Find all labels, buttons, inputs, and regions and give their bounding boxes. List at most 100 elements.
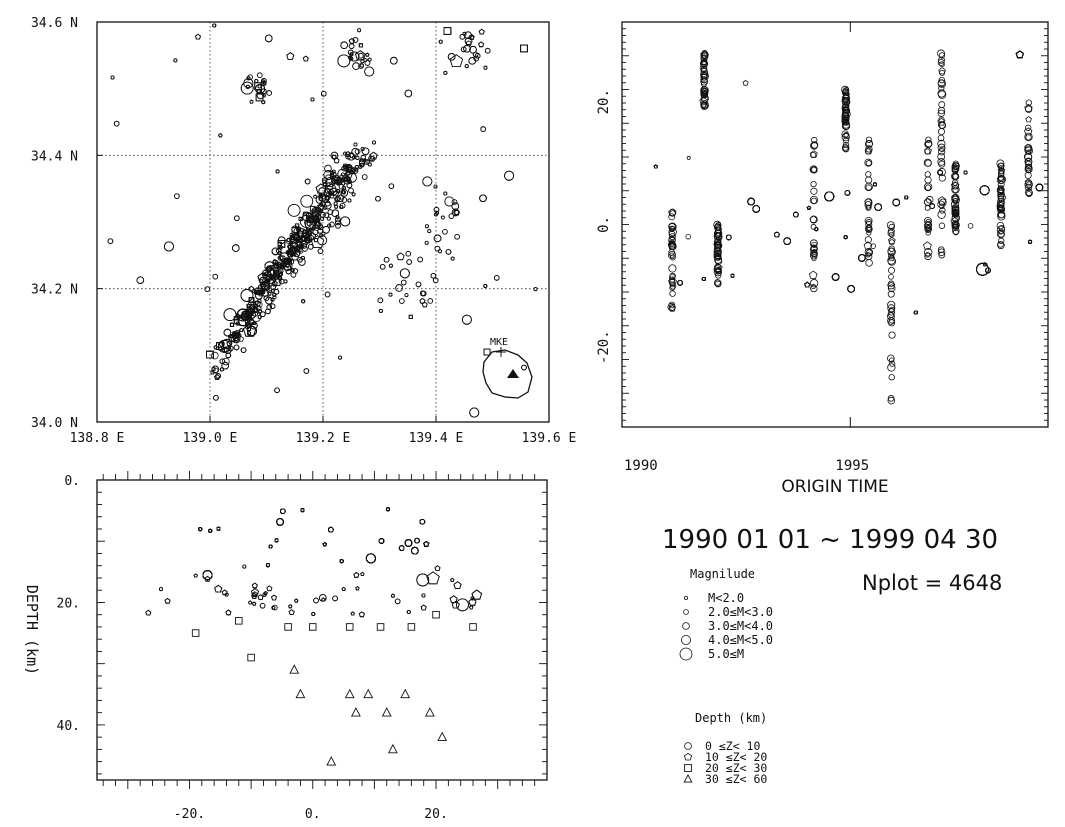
- epicenter-mark: [271, 247, 280, 256]
- epicenter-mark: [234, 215, 240, 222]
- space-time-mark: [668, 225, 676, 233]
- epicenter-mark: [438, 39, 443, 44]
- space-time-mark: [887, 247, 895, 256]
- epicenter-mark: [213, 395, 219, 401]
- epicenter-mark: [378, 308, 383, 313]
- epicenter-mark: [245, 84, 250, 89]
- epicenter-mark: [248, 297, 255, 303]
- space-time-mark: [982, 262, 988, 267]
- space-time-mark: [714, 279, 722, 287]
- space-time-ylabel: -20.: [596, 330, 612, 364]
- space-time-mark: [1028, 239, 1033, 244]
- space-time-mark: [685, 233, 692, 240]
- epicenter-mark: [289, 234, 296, 240]
- epicenter-mark: [448, 213, 455, 219]
- epicenter-mark: [341, 165, 347, 172]
- epicenter-mark: [399, 298, 405, 304]
- epicenter-mark: [520, 44, 528, 53]
- epicenter-mark: [365, 52, 370, 57]
- space-time-mark: [808, 270, 818, 279]
- space-time-mark: [924, 225, 933, 233]
- space-time-mark: [938, 76, 946, 84]
- space-time-mark: [1025, 116, 1032, 123]
- epicenter-mark: [283, 279, 288, 284]
- map-lat-label: 34.4 N: [31, 149, 78, 164]
- epicenter-mark: [257, 314, 262, 319]
- space-time-mark: [1024, 146, 1034, 155]
- epicenter-mark: [246, 326, 252, 331]
- space-time-mark: [700, 67, 708, 76]
- epicenter-mark: [233, 318, 240, 325]
- epicenter-mark: [316, 204, 324, 212]
- epicenter-mark: [277, 268, 284, 274]
- epicenter-mark: [369, 151, 378, 160]
- space-time-mark: [887, 252, 895, 259]
- space-time-mark: [924, 148, 931, 155]
- epicenter-mark: [239, 314, 244, 319]
- space-time-mark: [888, 331, 896, 339]
- space-time-mark: [952, 160, 959, 167]
- epicenter-mark: [358, 43, 363, 48]
- epicenter-mark: [419, 297, 426, 304]
- epicenter-mark: [248, 285, 255, 292]
- space-time-mark: [1024, 103, 1033, 112]
- epicenter-mark: [212, 273, 219, 280]
- space-time-mark: [700, 86, 709, 95]
- epicenter-mark: [248, 318, 255, 325]
- space-time-mark: [842, 93, 850, 100]
- space-time-mark: [810, 166, 818, 173]
- epicenter-mark: [339, 204, 344, 209]
- space-time-mark: [715, 253, 722, 260]
- epicenter-mark: [443, 191, 448, 196]
- epicenter-mark: [233, 337, 240, 344]
- epicenter-mark: [291, 225, 299, 234]
- epicenter-mark: [390, 56, 398, 65]
- epicenter-mark: [450, 256, 455, 261]
- epicenter-mark: [430, 272, 437, 279]
- map-lon-label: 139.0 E: [183, 431, 238, 446]
- space-time-mark: [924, 205, 931, 211]
- epicenter-mark: [354, 165, 359, 170]
- space-time-mark: [950, 200, 960, 209]
- space-time-mark: [997, 166, 1006, 175]
- space-time-mark: [811, 255, 817, 262]
- epicenter-mark: [320, 200, 326, 207]
- space-time-mark: [841, 113, 850, 122]
- epicenter-mark: [223, 328, 232, 337]
- epicenter-mark: [301, 299, 306, 304]
- depth-mark: [365, 553, 376, 564]
- depth-mark: [198, 527, 203, 532]
- epicenter-mark: [323, 212, 330, 218]
- depth-mark: [208, 528, 213, 533]
- space-time-mark: [810, 187, 818, 195]
- epicenter-mark: [263, 295, 270, 302]
- epicenter-mark: [223, 346, 232, 354]
- epicenter-mark: [483, 283, 488, 288]
- epicenter-mark: [272, 295, 277, 300]
- epicenter-mark: [447, 53, 456, 61]
- epicenter-mark: [348, 187, 354, 194]
- epicenter-mark: [288, 259, 295, 265]
- space-time-mark: [841, 144, 850, 152]
- epicenter-mark: [358, 43, 363, 48]
- epicenter-mark: [424, 224, 429, 229]
- space-time-mark: [892, 198, 901, 207]
- depth-mark: [378, 538, 385, 544]
- space-time-mark: [1025, 124, 1032, 131]
- space-time-mark: [887, 363, 896, 372]
- space-time-mark: [809, 279, 819, 288]
- space-time-mark: [888, 311, 895, 318]
- epicenter-mark: [328, 191, 333, 196]
- epicenter-mark: [333, 201, 338, 206]
- map-lat-label: 34.0 N: [31, 416, 78, 431]
- epicenter-mark: [312, 215, 318, 221]
- space-time-mark: [997, 186, 1005, 193]
- space-time-mark: [938, 67, 946, 75]
- epicenter-mark: [326, 216, 331, 221]
- depth-events: [145, 507, 483, 766]
- epicenter-mark: [244, 308, 253, 317]
- epicenter-mark: [280, 258, 285, 263]
- depth-mark: [385, 507, 390, 512]
- epicenter-mark: [266, 90, 272, 96]
- epicenter-mark: [261, 78, 267, 84]
